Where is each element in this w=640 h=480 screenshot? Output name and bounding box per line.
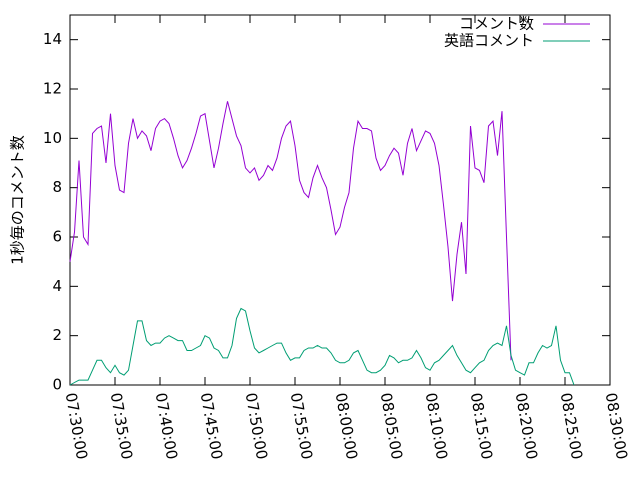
y-tick-label: 4 (52, 277, 62, 295)
x-tick-label: 07:35:00 (107, 391, 136, 460)
y-tick-label: 12 (43, 80, 62, 98)
y-tick-label: 14 (43, 30, 62, 48)
x-tick-label: 07:30:00 (62, 391, 91, 460)
x-tick-label: 08:30:00 (602, 391, 631, 460)
x-tick-label: 08:15:00 (467, 391, 496, 460)
x-tick-label: 07:50:00 (242, 391, 271, 460)
x-axis-ticks: 07:30:00 07:35:00 07:40:00 07:45:00 07:50:00… (62, 15, 631, 461)
legend-label-2: 英語コメント (444, 32, 534, 50)
plot-frame (69, 14, 611, 386)
series-line-1 (69, 101, 512, 361)
y-tick-label: 2 (52, 326, 62, 344)
x-tick-label: 07:40:00 (152, 391, 181, 460)
y-tick-label: 10 (43, 129, 62, 147)
y-axis-label: 1秒毎のコメント数 (9, 135, 27, 265)
x-tick-label: 08:00:00 (332, 391, 361, 460)
y-tick-label: 8 (52, 178, 62, 196)
x-tick-label: 08:25:00 (557, 391, 586, 460)
y-tick-label: 0 (52, 376, 62, 394)
plot-border (69, 14, 611, 386)
legend-label-1: コメント数 (459, 15, 534, 33)
x-tick-label: 08:05:00 (377, 391, 406, 460)
x-tick-label: 08:10:00 (422, 391, 451, 460)
y-tick-label: 6 (52, 228, 62, 246)
series-lines (69, 101, 575, 386)
x-tick-label: 07:45:00 (197, 391, 226, 460)
x-tick-label: 07:55:00 (287, 391, 316, 460)
x-tick-label: 08:20:00 (512, 391, 541, 460)
series-line-2 (69, 307, 575, 386)
y-axis-ticks: 0 2 4 6 8 10 12 14 (43, 30, 610, 394)
